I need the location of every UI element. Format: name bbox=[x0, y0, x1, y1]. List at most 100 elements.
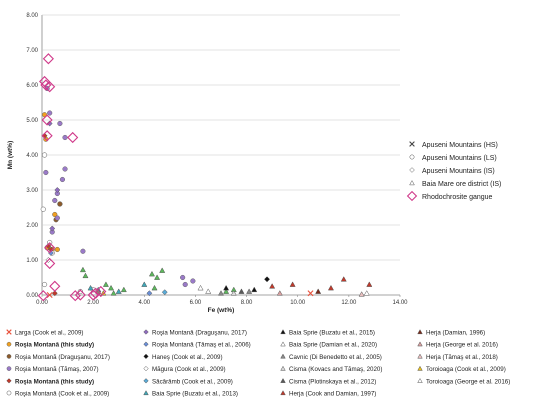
legend-marker bbox=[6, 341, 12, 347]
legend-right-label: Baia Mare ore district (IS) bbox=[422, 181, 501, 188]
data-point bbox=[59, 176, 66, 183]
legend-marker bbox=[6, 378, 12, 384]
data-point bbox=[363, 290, 370, 296]
data-point bbox=[62, 134, 68, 141]
data-point bbox=[41, 152, 48, 158]
rhodochrosite-point bbox=[44, 242, 56, 254]
grid-lines bbox=[42, 14, 400, 261]
legend-marker bbox=[280, 341, 286, 347]
y-axis-title: Mn (wt%) bbox=[7, 141, 14, 170]
rhodochrosite-point bbox=[40, 79, 52, 91]
x-tick-label: 6.00 bbox=[190, 300, 202, 306]
legend-bottom-item: Baia Sprie (Buzatu et al., 2013) bbox=[143, 390, 238, 398]
legend-bottom-item: Roşia Montană (Draguşanu, 2017) bbox=[143, 329, 247, 337]
y-tick-labels: 0.00 1.00 2.00 3.00 4.00 5.00 6.00 7.00 8.00 bbox=[26, 13, 38, 299]
legend-marker bbox=[143, 390, 149, 396]
legend-bottom-item: Roşia Montană (Tămaş et al., 2006) bbox=[143, 341, 251, 349]
y-tick-label: 4.00 bbox=[26, 153, 38, 159]
data-point bbox=[80, 248, 86, 254]
legend-bottom-item: Cisma (Kovacs and Tămaş, 2020) bbox=[280, 365, 382, 373]
legend-marker bbox=[417, 329, 423, 335]
data-point bbox=[54, 215, 60, 221]
y-tick-label: 6.00 bbox=[26, 83, 38, 89]
data-point bbox=[87, 284, 94, 291]
legend-marker bbox=[143, 378, 149, 384]
legend-bottom-label: Toroioaga (Cook et al., 2009) bbox=[426, 366, 506, 373]
data-point bbox=[251, 286, 258, 293]
legend-marker bbox=[143, 353, 149, 360]
legend-bottom-label: Roşia Montană (Tămaş, 2007) bbox=[15, 366, 99, 373]
legend-marker bbox=[280, 353, 286, 359]
data-point bbox=[51, 290, 58, 297]
rhodochrosite-point bbox=[90, 287, 102, 299]
legend-bottom-item: Baia Sprie (Buzatu et al., 2015) bbox=[280, 329, 375, 337]
rhodochrosite-point bbox=[37, 290, 49, 302]
data-point bbox=[79, 266, 86, 273]
legend-right-item: Apuseni Mountains (IS) bbox=[409, 167, 495, 175]
data-point bbox=[52, 197, 58, 204]
data-point bbox=[47, 110, 53, 116]
legend-bottom-label: Roşia Montană (this study) bbox=[15, 342, 94, 349]
legend-bottom-item: Larga (Cook et al., 2009) bbox=[6, 329, 83, 337]
legend-bottom-label: Măgura (Cook et al., 2009) bbox=[152, 366, 226, 373]
legend-bottom-label: Roşia Montană (Tămaş et al., 2006) bbox=[152, 342, 251, 349]
x-tick-labels: 0.00 2.00 4.00 6.00 8.00 10.00 12.00 14.00 bbox=[36, 295, 408, 306]
legend-bottom-item: Roşia Montană (Tămaş, 2007) bbox=[6, 366, 99, 373]
legend-right-item: Apuseni Mountains (HS) bbox=[409, 141, 498, 149]
legend-marker bbox=[6, 354, 12, 359]
legend-right-label: Apuseni Mountains (HS) bbox=[422, 142, 498, 149]
legend-marker bbox=[6, 366, 12, 371]
data-points bbox=[40, 85, 373, 298]
legend-marker bbox=[417, 377, 423, 383]
data-point bbox=[108, 284, 115, 291]
data-point bbox=[141, 281, 148, 287]
data-point bbox=[62, 166, 68, 172]
data-point bbox=[110, 290, 117, 296]
legend-right-label: Apuseni Mountains (IS) bbox=[422, 168, 495, 175]
legend-marker bbox=[280, 390, 286, 396]
data-point bbox=[276, 290, 283, 296]
rhodochrosite-point bbox=[74, 289, 86, 301]
legend-bottom-item: Măgura (Cook et al., 2009) bbox=[143, 365, 226, 373]
data-point bbox=[49, 225, 56, 232]
legend-bottom-item: Toroioaga (Cook et al., 2009) bbox=[417, 365, 506, 373]
rhodochrosite-point bbox=[87, 289, 99, 301]
legend-right-item: Rhodochrosite gangue bbox=[406, 190, 493, 202]
rhodochrosite-point bbox=[44, 257, 56, 270]
data-point bbox=[120, 286, 127, 293]
rhodochrosite-point bbox=[67, 131, 79, 144]
data-point bbox=[197, 284, 204, 291]
data-point bbox=[159, 267, 166, 273]
data-point bbox=[151, 284, 158, 291]
legend-right: Apuseni Mountains (HS) Apuseni Mountains … bbox=[406, 141, 501, 202]
legend-marker bbox=[417, 365, 423, 371]
data-point bbox=[52, 211, 58, 218]
legend-marker bbox=[280, 377, 286, 383]
legend-right-item: Baia Mare ore district (IS) bbox=[409, 180, 501, 188]
legend-bottom-item: Haneş (Cook et al., 2009) bbox=[143, 353, 223, 361]
data-point bbox=[217, 290, 225, 296]
legend-marker bbox=[6, 329, 12, 335]
data-point bbox=[57, 201, 63, 207]
data-point bbox=[289, 281, 296, 287]
data-point bbox=[327, 284, 334, 291]
plot-area: 0.00 1.00 2.00 3.00 4.00 5.00 6.00 7.00 8.00 0.0… bbox=[26, 13, 408, 306]
legend-marker bbox=[143, 365, 149, 372]
data-point bbox=[190, 278, 196, 284]
legend-marker bbox=[409, 167, 415, 173]
legend-marker bbox=[6, 390, 12, 396]
data-point bbox=[230, 290, 237, 296]
x-tick-label: 4.00 bbox=[138, 300, 150, 306]
legend-marker bbox=[143, 329, 149, 335]
legend-marker bbox=[409, 180, 415, 186]
legend-bottom-item: Cisma (Plotinskaya et al., 2012) bbox=[280, 377, 376, 385]
legend-bottom-item: Roşia Montană (this study) bbox=[6, 378, 94, 385]
legend-bottom-item: Roşia Montană (this study) bbox=[6, 341, 94, 349]
legend-bottom-label: Herja (Cook and Damian, 1997) bbox=[289, 391, 376, 398]
data-point bbox=[182, 281, 188, 288]
data-point bbox=[54, 246, 60, 253]
legend-bottom-label: Haneş (Cook et al., 2009) bbox=[152, 354, 223, 361]
data-point bbox=[269, 283, 276, 289]
data-point bbox=[205, 288, 212, 294]
legend-bottom-label: Toroioaga (George et al. 2016) bbox=[426, 378, 510, 385]
